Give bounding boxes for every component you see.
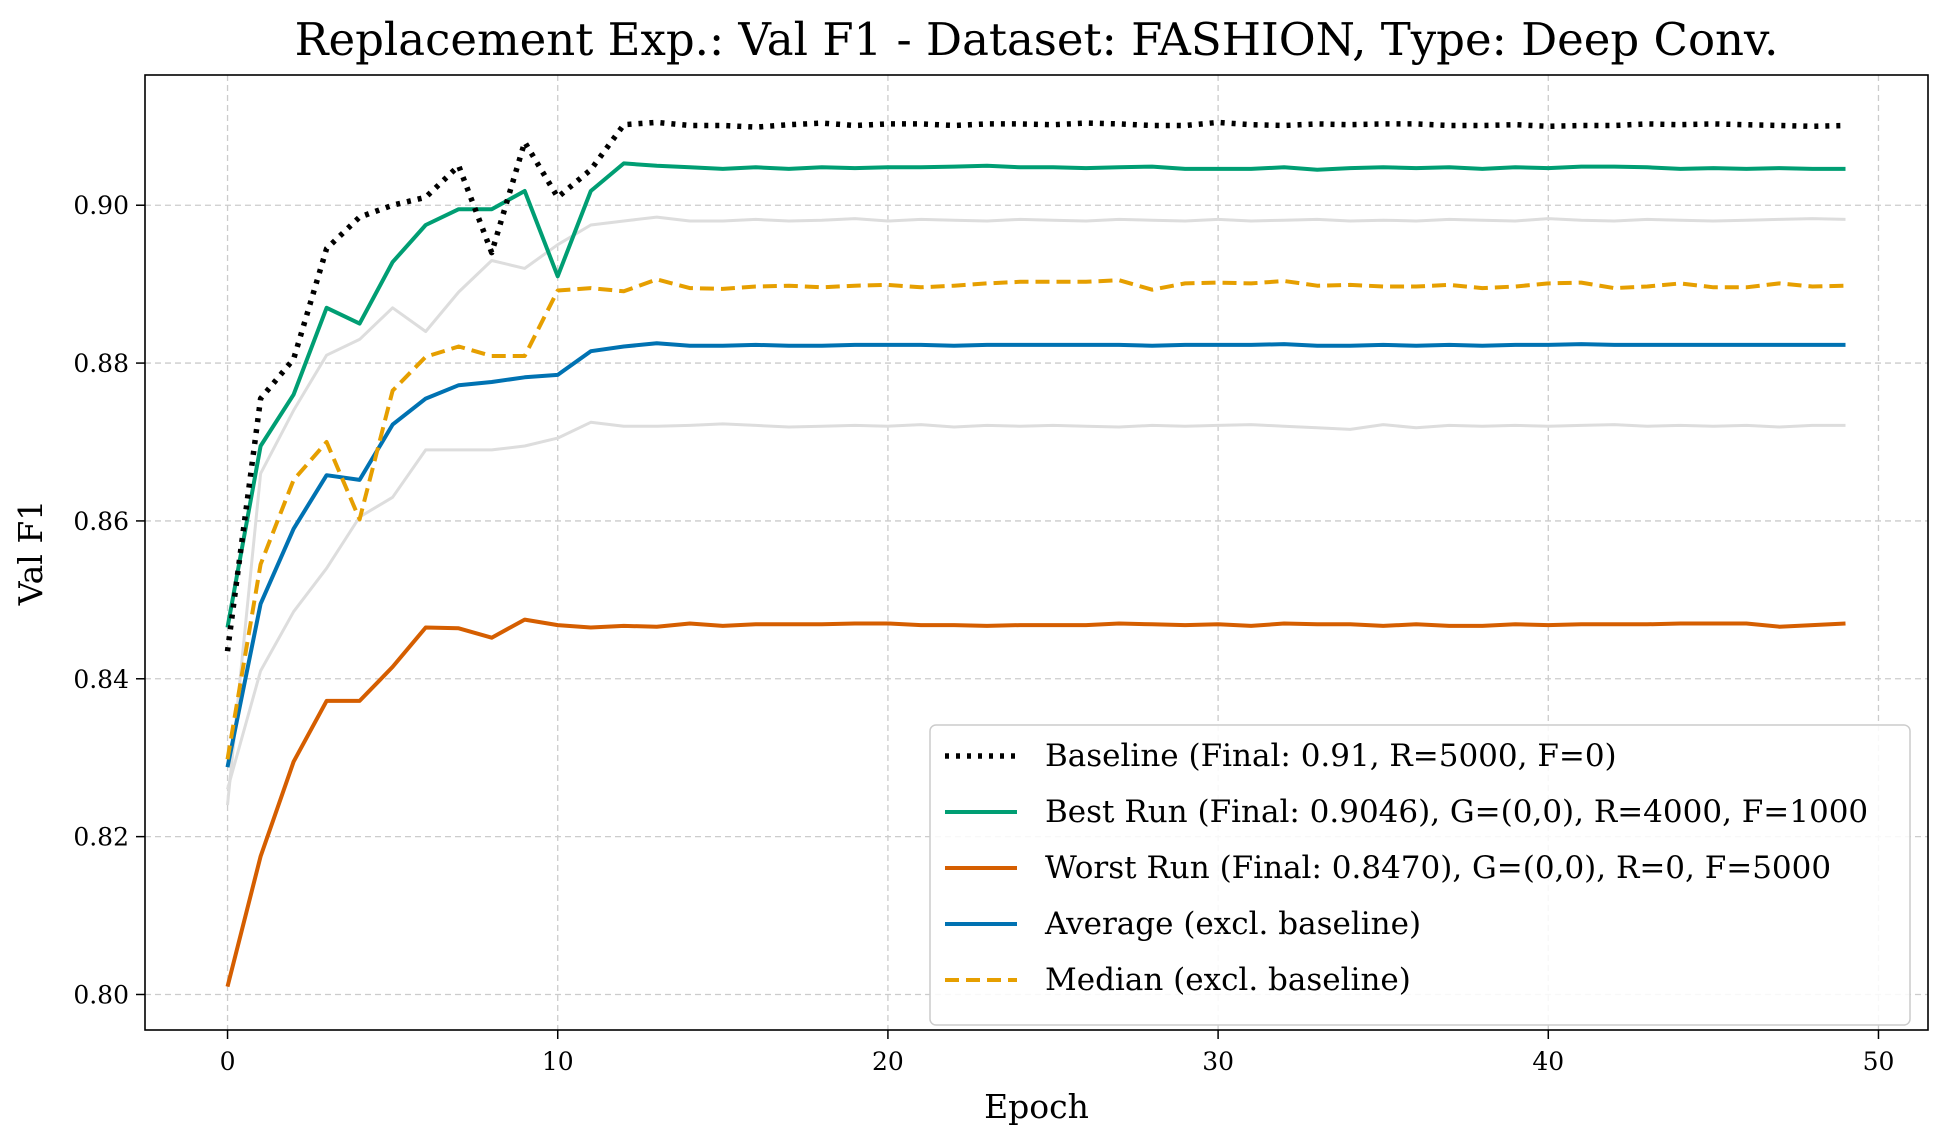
y-tick-label: 0.86 [73, 507, 129, 536]
legend-box [929, 724, 1911, 1026]
legend-entry-label: Worst Run (Final: 0.8470), G=(0,0), R=0,… [1045, 850, 1831, 886]
x-tick-label: 30 [1202, 1047, 1234, 1076]
series-line-2 [225, 617, 1846, 988]
y-tick-label: 0.84 [73, 665, 129, 694]
background-series-line [226, 215, 1846, 806]
series-line-3 [225, 341, 1846, 768]
chart-title: Replacement Exp.: Val F1 - Dataset: FASH… [295, 13, 1779, 66]
background-series-line [226, 420, 1846, 790]
y-axis-label: Val F1 [11, 500, 50, 606]
x-tick-label: 40 [1532, 1047, 1564, 1076]
y-tick-label: 0.82 [73, 823, 129, 852]
legend-entry-label: Median (excl. baseline) [1045, 962, 1411, 998]
x-tick-label: 0 [220, 1047, 236, 1076]
x-tick-label: 50 [1863, 1047, 1895, 1076]
plot-frame [144, 74, 1929, 1031]
x-tick-label: 20 [872, 1047, 904, 1076]
legend-entry-label: Best Run (Final: 0.9046), G=(0,0), R=400… [1045, 794, 1868, 830]
legend-entry-label: Average (excl. baseline) [1044, 906, 1421, 942]
y-tick-label: 0.80 [73, 980, 129, 1009]
legend-entry-label: Baseline (Final: 0.91, R=5000, F=0) [1045, 738, 1617, 774]
series-line-0 [224, 119, 1846, 652]
legend: Baseline (Final: 0.91, R=5000, F=0) Best … [929, 724, 1911, 1026]
series-line-1 [225, 161, 1846, 628]
tick-layer: 0 10 20 30 40 50 0.80 0.82 0.84 0.86 0.88 0.90 [73, 191, 1894, 1076]
x-axis-label: Epoch [984, 1087, 1089, 1126]
background-series-layer [226, 215, 1846, 806]
series-layer [224, 119, 1846, 988]
series-line-4 [225, 277, 1846, 760]
y-tick-label: 0.88 [73, 349, 129, 378]
x-tick-label: 10 [542, 1047, 574, 1076]
y-tick-label: 0.90 [73, 191, 129, 220]
